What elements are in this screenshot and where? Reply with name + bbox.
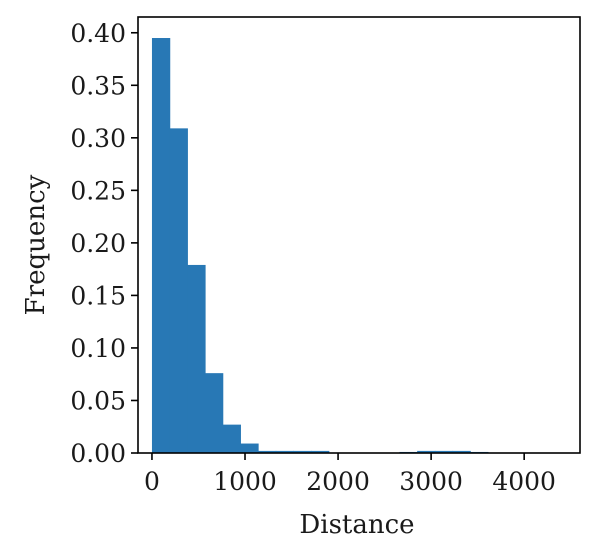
histogram-bar <box>452 450 471 453</box>
histogram-bar <box>311 450 330 453</box>
y-axis-label: Frequency <box>21 174 51 315</box>
y-tick-label: 0.30 <box>70 124 126 153</box>
y-tick-label: 0.10 <box>70 334 126 363</box>
histogram-bar <box>169 128 188 454</box>
histogram-bar <box>151 38 171 453</box>
y-tick-label: 0.15 <box>70 281 126 310</box>
y-tick-label: 0.00 <box>70 439 126 468</box>
x-tick-label: 0 <box>144 467 160 496</box>
histogram-bar <box>205 373 224 453</box>
x-tick-label: 2000 <box>306 467 370 496</box>
x-tick-label: 3000 <box>399 467 463 496</box>
histogram-bar <box>417 450 436 453</box>
histogram-bar <box>293 450 312 453</box>
histogram-bar <box>240 443 259 453</box>
histogram-bar <box>187 264 206 453</box>
ticks-group: 0.00 0.05 0.10 0.15 0.20 0.25 0.30 0.35 0.40 0 100… <box>70 19 556 496</box>
x-tick-label: 1000 <box>213 467 277 496</box>
histogram-bar <box>222 424 241 453</box>
y-tick-label: 0.25 <box>70 176 126 205</box>
y-tick-label: 0.05 <box>70 386 126 415</box>
y-tick-label: 0.20 <box>70 229 126 258</box>
plot-frame <box>137 16 581 454</box>
histogram-bar <box>434 450 454 453</box>
y-tick-label: 0.40 <box>70 19 126 48</box>
y-tick-label: 0.35 <box>70 71 126 100</box>
histogram-bar <box>258 450 277 453</box>
histogram-bar <box>275 450 294 453</box>
x-axis-label: Distance <box>299 510 414 540</box>
x-tick-label: 4000 <box>492 467 556 496</box>
bars-group <box>151 38 489 454</box>
